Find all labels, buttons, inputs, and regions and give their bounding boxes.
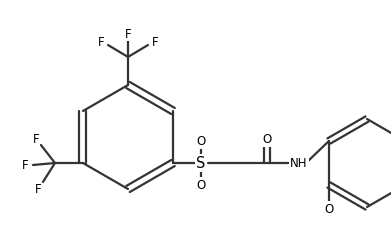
- Text: F: F: [35, 183, 41, 196]
- Text: O: O: [196, 135, 206, 148]
- Text: O: O: [196, 179, 206, 192]
- Text: F: F: [98, 35, 104, 48]
- Text: F: F: [33, 133, 39, 146]
- Text: O: O: [324, 203, 334, 216]
- Text: NH: NH: [290, 157, 308, 170]
- Text: F: F: [125, 28, 131, 40]
- Text: F: F: [152, 35, 158, 48]
- Text: F: F: [22, 159, 28, 172]
- Text: S: S: [196, 156, 206, 171]
- Text: O: O: [262, 133, 272, 146]
